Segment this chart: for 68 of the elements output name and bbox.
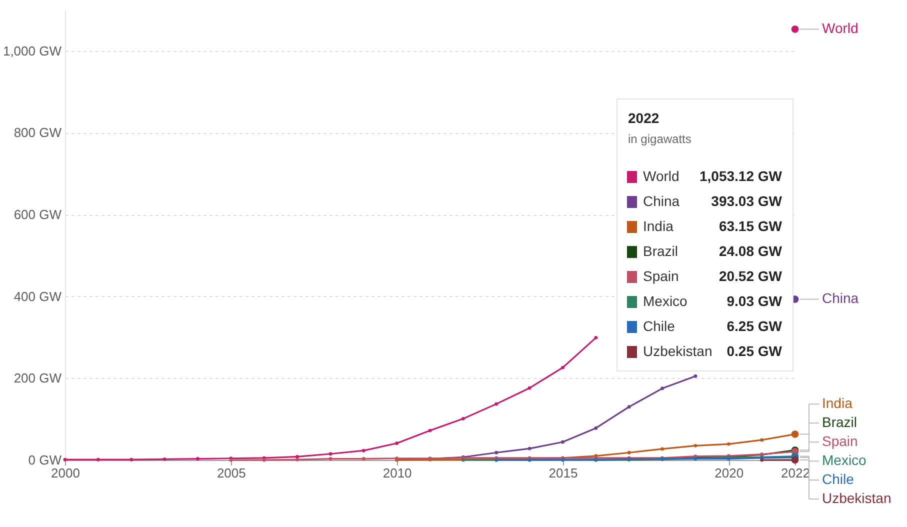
point: [362, 448, 366, 452]
annotation: 20.52 GW: [718, 268, 783, 284]
text: China: [822, 290, 859, 306]
y-tick-label: 1,000 GW: [2, 43, 62, 58]
point: [528, 446, 532, 450]
point: [96, 458, 100, 462]
point: [296, 458, 300, 462]
point: [494, 402, 498, 406]
text: India: [822, 395, 852, 412]
legend-label: World: [643, 168, 680, 184]
point: [660, 386, 664, 390]
legend-label: Spain: [643, 268, 679, 284]
point: [560, 366, 564, 370]
point: [328, 457, 332, 460]
annotation: in gigawatts: [628, 132, 692, 146]
legend-label: Brazil: [643, 243, 678, 259]
y-tick-label: 0 GW: [28, 452, 62, 468]
annotation: 9.03 GW: [726, 293, 783, 309]
text: Mexico: [822, 452, 866, 468]
annotation: 24.08 GW: [718, 243, 783, 259]
point: [362, 457, 366, 460]
x-tick-label: 2022: [781, 466, 810, 480]
annotation: 63.15 GW: [718, 218, 783, 234]
y-tick-label: 800 GW: [14, 125, 62, 140]
legend-label: Uzbekistan: [643, 343, 712, 359]
annotation: 1,053.12 GW: [700, 168, 783, 184]
text: Spain: [822, 433, 858, 450]
annotation: 0.25 GW: [726, 343, 783, 359]
annotation: 393.03 GW: [711, 193, 783, 209]
legend-label: Mexico: [643, 293, 688, 309]
y-tick-label: 400 GW: [14, 288, 62, 304]
legend-label: India: [643, 218, 674, 234]
point: [428, 428, 432, 432]
point: [560, 440, 564, 444]
y-tick-label: 600 GW: [14, 207, 62, 222]
point: [130, 458, 134, 462]
legend-title: 2022: [628, 110, 660, 126]
point: [494, 450, 498, 454]
point: [627, 405, 631, 409]
point: [594, 426, 598, 430]
point: [660, 447, 664, 451]
point: [694, 444, 698, 448]
text: World: [822, 20, 858, 36]
point: [328, 452, 332, 456]
point: [461, 416, 465, 420]
x-tick-label: 2020: [714, 466, 744, 480]
x-tick-label: 2010: [382, 466, 412, 480]
point: [63, 458, 67, 462]
text: Uzbekistan: [822, 490, 892, 506]
legend-label: Chile: [643, 318, 676, 334]
x-tick-label: 2015: [548, 466, 578, 480]
point: [296, 455, 300, 458]
point: [162, 457, 166, 461]
point: [528, 386, 532, 390]
point: [196, 457, 200, 460]
point: [395, 442, 399, 445]
x-tick-label: 2005: [216, 466, 246, 480]
point: [694, 374, 698, 378]
annotation: 6.25 GW: [726, 318, 783, 334]
point: [627, 450, 631, 454]
x-tick-label: 2000: [51, 466, 80, 480]
point: [726, 442, 730, 446]
point: [594, 336, 598, 340]
legend-label: China: [643, 193, 680, 209]
point: [760, 438, 764, 442]
text: Chile: [822, 471, 854, 488]
y-tick-label: 200 GW: [14, 370, 62, 386]
text: Brazil: [822, 414, 858, 430]
